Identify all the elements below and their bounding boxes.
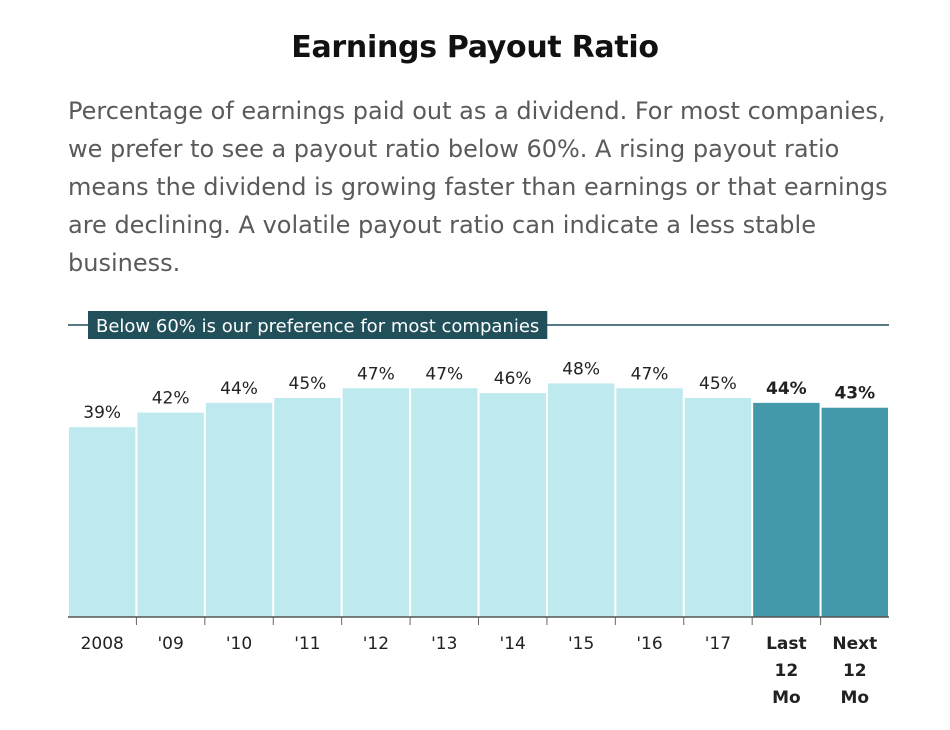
data-label: 45% [699,374,737,394]
data-label: 43% [834,384,875,404]
bar [753,402,820,617]
x-tick-label-line: 12 [775,661,799,681]
bar [411,388,478,617]
x-tick-label: '14 [500,634,526,654]
bar [479,393,546,617]
x-tick-label-line: '14 [500,634,526,654]
chart-title: Earnings Payout Ratio [291,30,659,65]
data-label: 46% [494,369,532,389]
data-label: 42% [152,389,190,409]
x-tick-label: 2008 [81,634,124,654]
bar [205,402,273,617]
chart-description: Percentage of earnings paid out as a div… [68,97,888,277]
data-label: 47% [357,364,395,384]
x-tick-label-line: 2008 [81,634,124,654]
x-tick-label-line: '10 [226,634,252,654]
bar [616,388,683,617]
bar [821,407,888,617]
bar [137,412,204,617]
x-tick-label: '15 [568,634,594,654]
x-tick-label-line: '17 [705,634,731,654]
x-tick-label-line: '13 [431,634,457,654]
x-tick-label-line: '12 [363,634,389,654]
bar [684,398,752,617]
x-tick-label: Last 12 Mo [766,634,807,708]
x-tick-label: '13 [431,634,457,654]
data-label: 45% [289,374,327,394]
x-tick-label-line: '09 [157,634,183,654]
x-tick-label: Next 12 Mo [832,634,877,708]
x-tick-label-line: Mo [840,688,869,708]
x-tick-label: '10 [226,634,252,654]
data-label: 47% [631,364,669,384]
x-tick-label-line: Next [832,634,877,654]
x-tick-label-line: '11 [294,634,320,654]
x-tick-label-line: '15 [568,634,594,654]
x-tick-label-line: Mo [772,688,801,708]
data-label: 44% [220,379,258,399]
data-label: 44% [766,379,807,399]
x-tick-label: '16 [636,634,662,654]
data-label: 47% [425,364,463,384]
reference-label: Below 60% is our preference for most com… [96,316,539,337]
bar [274,398,341,617]
bar [69,427,136,617]
data-label: 39% [83,403,121,423]
x-tick-label: '09 [157,634,183,654]
reference-label-background [88,311,548,339]
x-tick-label-line: Last [766,634,807,654]
data-label: 48% [562,359,600,379]
x-tick-label-line: '16 [636,634,662,654]
bar [342,388,410,617]
x-tick-label: '11 [294,634,320,654]
x-tick-label: '12 [363,634,389,654]
x-tick-label: '17 [705,634,731,654]
x-tick-label-line: 12 [843,661,867,681]
bar [547,383,615,617]
